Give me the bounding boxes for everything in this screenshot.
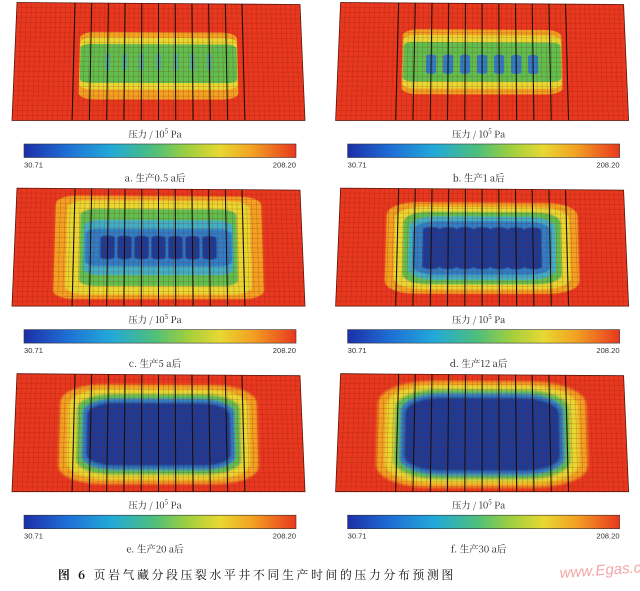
svg-text:30.71: 30.71 <box>348 346 367 355</box>
svg-text:30.71: 30.71 <box>348 532 367 541</box>
svg-text:压力 / 105 Pa: 压力 / 105 Pa <box>452 312 506 327</box>
svg-text:30.71: 30.71 <box>24 161 43 170</box>
svg-text:a. 生产0.5 a后: a. 生产0.5 a后 <box>125 171 186 185</box>
svg-text:e. 生产20 a后: e. 生产20 a后 <box>126 542 184 556</box>
svg-text:30.71: 30.71 <box>24 346 43 355</box>
svg-text:压力 / 105 Pa: 压力 / 105 Pa <box>128 126 182 141</box>
svg-text:压力 / 105 Pa: 压力 / 105 Pa <box>128 312 182 327</box>
svg-text:压力 / 105 Pa: 压力 / 105 Pa <box>452 497 506 512</box>
svg-text:208.20: 208.20 <box>596 161 619 170</box>
svg-text:d. 生产12 a后: d. 生产12 a后 <box>450 356 508 370</box>
svg-text:208.20: 208.20 <box>273 532 296 541</box>
svg-text:f. 生产30 a后: f. 生产30 a后 <box>451 542 507 556</box>
svg-text:c. 生产5 a后: c. 生产5 a后 <box>129 356 182 370</box>
svg-text:www.Egas.cn: www.Egas.cn <box>559 559 640 582</box>
svg-text:208.20: 208.20 <box>596 346 619 355</box>
svg-text:208.20: 208.20 <box>596 532 619 541</box>
svg-text:图 6 页岩气藏分段压裂水平井不同生产时间的压力分布预测图: 图 6 页岩气藏分段压裂水平井不同生产时间的压力分布预测图 <box>58 566 456 583</box>
svg-text:30.71: 30.71 <box>348 161 367 170</box>
svg-text:208.20: 208.20 <box>273 346 296 355</box>
svg-text:压力 / 105 Pa: 压力 / 105 Pa <box>452 126 506 141</box>
svg-text:208.20: 208.20 <box>273 161 296 170</box>
svg-text:30.71: 30.71 <box>24 532 43 541</box>
svg-text:b. 生产1 a后: b. 生产1 a后 <box>453 171 506 185</box>
svg-text:压力 / 105 Pa: 压力 / 105 Pa <box>128 497 182 512</box>
